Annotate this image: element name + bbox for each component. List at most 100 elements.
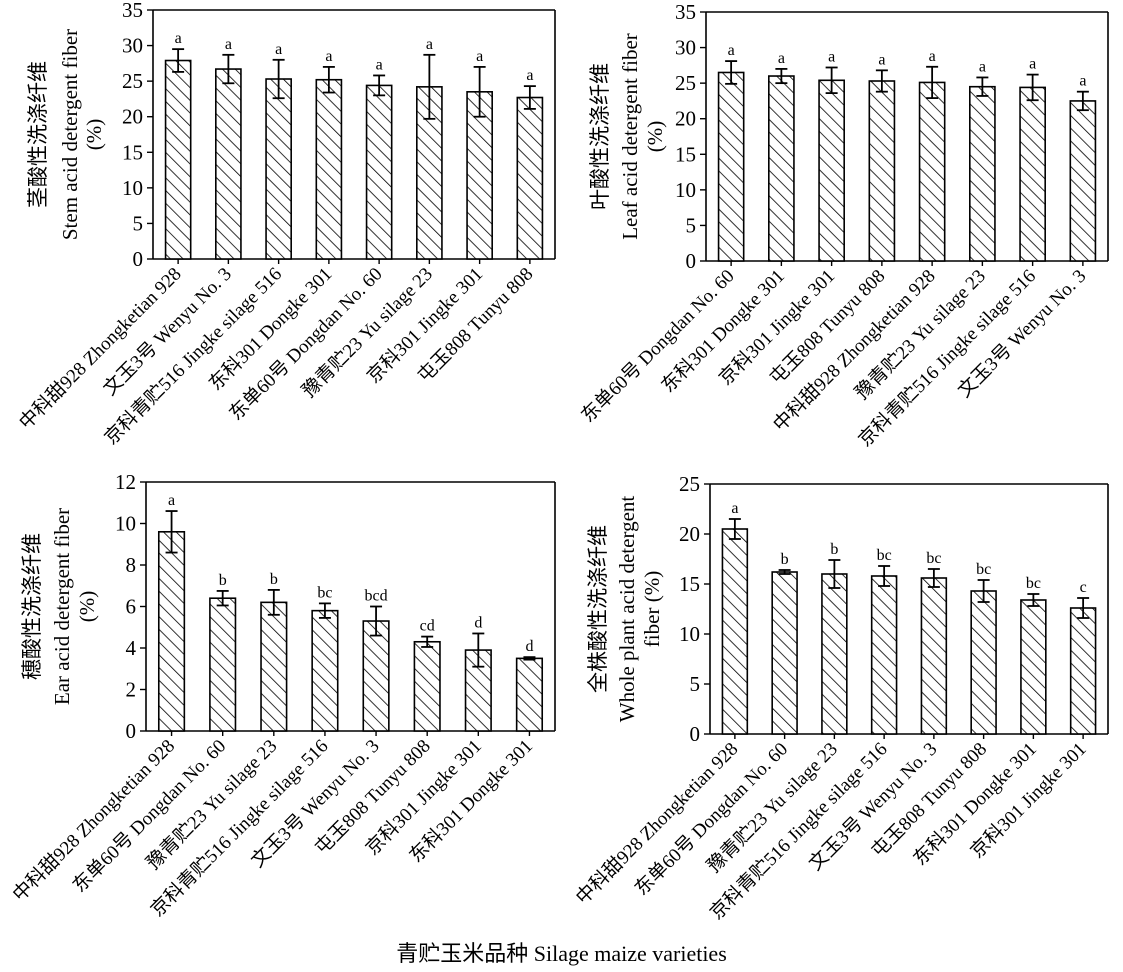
y-tick-label: 4	[126, 636, 137, 660]
bar	[771, 571, 798, 735]
bar	[1069, 100, 1097, 262]
bar	[821, 573, 848, 735]
y-tick-label: 35	[122, 0, 143, 22]
significance-letter: bc	[976, 561, 991, 578]
y-axis-label-line: Ear acid detergent fiber	[50, 508, 74, 705]
y-tick-label: 0	[133, 247, 144, 271]
y-tick-label: 10	[675, 178, 696, 202]
bar	[311, 609, 339, 732]
y-tick-label: 2	[126, 678, 137, 702]
significance-letter: a	[778, 50, 785, 67]
significance-letter: c	[1080, 579, 1087, 596]
bar	[164, 59, 192, 260]
significance-letter: b	[270, 571, 278, 588]
significance-letter: a	[731, 500, 738, 517]
significance-letter: a	[929, 48, 936, 65]
bar	[265, 78, 292, 260]
y-tick-label: 0	[686, 249, 697, 273]
whole-plant-adf-chart: 0 5 10 15 20 25 全株酸性洗涤纤维 Whole plant acid deter…	[572, 472, 1109, 924]
y-tick-label: 5	[133, 211, 144, 235]
significance-letter: a	[426, 36, 433, 53]
significance-letter: a	[476, 48, 483, 65]
bar	[1069, 607, 1097, 735]
y-axis-label-line: Whole plant acid detergent	[615, 496, 639, 723]
bar	[868, 80, 896, 262]
significance-letter: bc	[1026, 575, 1041, 592]
bar	[717, 71, 745, 262]
significance-letter: bc	[317, 584, 332, 601]
significance-letter: a	[1029, 56, 1036, 73]
significance-letter: d	[525, 638, 533, 655]
significance-letter: b	[781, 551, 789, 568]
bar	[721, 528, 749, 735]
y-tick-label: 15	[679, 572, 700, 596]
significance-letter: a	[828, 48, 835, 65]
y-tick-label: 0	[690, 722, 701, 746]
significance-letter: a	[168, 492, 175, 509]
y-tick-label: 20	[122, 105, 143, 129]
bar	[260, 601, 288, 732]
bar	[1019, 86, 1046, 262]
bar	[413, 640, 441, 732]
y-axis-label-line: Stem acid detergent fiber	[58, 29, 82, 240]
y-axis-label-line: 茎酸性洗涤纤维	[26, 61, 50, 208]
significance-letter: a	[225, 36, 232, 53]
y-axis-label-line: 穗酸性洗涤纤维	[20, 533, 44, 680]
y-tick-label: 8	[126, 553, 137, 577]
significance-letter: a	[325, 48, 332, 65]
y-tick-label: 25	[679, 472, 700, 496]
y-tick-label: 10	[679, 622, 700, 646]
y-axis-label-line: (%)	[75, 591, 99, 622]
bar	[970, 590, 997, 735]
bar	[466, 91, 493, 260]
significance-letter: a	[175, 30, 182, 47]
significance-letter: bcd	[365, 588, 388, 605]
bar	[362, 620, 390, 732]
y-tick-label: 35	[675, 0, 696, 24]
y-tick-label: 25	[122, 69, 143, 93]
y-tick-label: 0	[126, 719, 137, 743]
significance-letter: a	[878, 51, 885, 68]
bar	[157, 530, 186, 732]
bar	[215, 68, 242, 260]
y-tick-label: 20	[679, 522, 700, 546]
y-tick-label: 5	[686, 213, 697, 237]
y-axis-label-line: 叶酸性洗涤纤维	[588, 63, 612, 210]
bar	[209, 597, 237, 732]
significance-letter: b	[830, 541, 838, 558]
y-axis-label-line: Leaf acid detergent fiber	[618, 33, 642, 240]
bar	[315, 78, 343, 260]
significance-letter: a	[275, 41, 282, 58]
significance-letter: a	[979, 58, 986, 75]
stem-adf-chart: 0 5 10 15 20 25 30 35 茎酸性洗涤纤维 Stem acid detergent…	[15, 0, 556, 449]
bar	[365, 84, 393, 260]
bar	[1020, 599, 1047, 735]
bar	[516, 96, 544, 260]
y-tick-label: 15	[675, 142, 696, 166]
y-tick-label: 5	[690, 672, 701, 696]
bar	[920, 577, 948, 735]
shared-x-axis-label: 青贮玉米品种 Silage maize varieties	[396, 941, 727, 966]
bar	[515, 657, 544, 732]
significance-letter: a	[376, 56, 383, 73]
y-tick-label: 6	[126, 595, 137, 619]
y-tick-label: 15	[122, 140, 143, 164]
significance-letter: a	[526, 67, 533, 84]
y-tick-label: 12	[115, 470, 136, 494]
bar	[818, 79, 845, 262]
y-tick-label: 10	[122, 176, 143, 200]
bar	[768, 75, 795, 262]
y-axis-label-line: (%)	[82, 119, 106, 150]
y-tick-label: 20	[675, 107, 696, 131]
y-axis-label-line: fiber (%)	[640, 571, 664, 647]
bar	[870, 575, 898, 735]
significance-letter: a	[728, 42, 735, 59]
bar	[918, 81, 946, 262]
y-tick-label: 10	[115, 512, 136, 536]
leaf-adf-chart: 0 5 10 15 20 25 30 35 叶酸性洗涤纤维 Leaf acid detergent…	[577, 0, 1109, 451]
significance-letter: bc	[877, 547, 892, 564]
significance-letter: d	[474, 614, 482, 631]
y-axis-label-line: (%)	[643, 121, 667, 152]
y-tick-label: 25	[675, 71, 696, 95]
significance-letter: a	[1079, 73, 1086, 90]
